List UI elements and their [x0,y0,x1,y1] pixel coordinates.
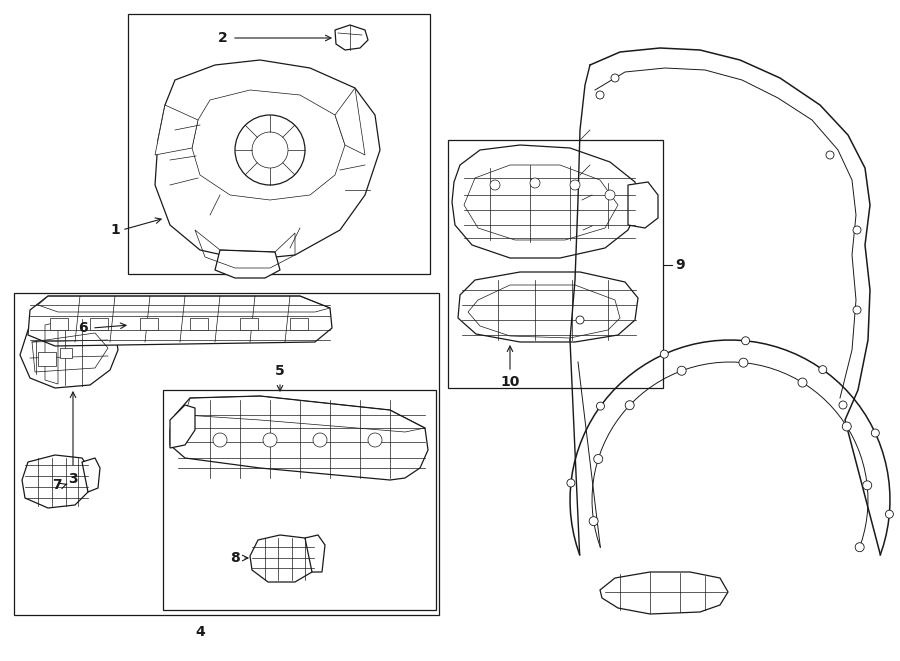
Text: 10: 10 [500,375,519,389]
Circle shape [819,366,827,373]
Polygon shape [335,25,368,50]
Polygon shape [170,405,195,448]
Circle shape [826,151,834,159]
Bar [190,318,208,330]
Polygon shape [628,182,658,228]
Circle shape [853,226,861,234]
Circle shape [677,366,686,375]
Circle shape [235,115,305,185]
Bar [163,390,436,610]
Text: 3: 3 [68,472,77,486]
Text: 8: 8 [230,551,240,565]
Circle shape [855,543,864,552]
Circle shape [661,350,669,358]
Circle shape [567,479,575,487]
Circle shape [742,336,750,345]
Polygon shape [335,88,365,155]
Polygon shape [170,396,428,480]
Text: 1: 1 [110,223,120,237]
Polygon shape [192,90,345,200]
Circle shape [530,178,540,188]
Bar [50,318,68,330]
Circle shape [368,433,382,447]
Polygon shape [155,105,198,155]
Circle shape [839,401,847,409]
Polygon shape [600,572,728,614]
Polygon shape [155,60,380,260]
Circle shape [313,433,327,447]
Circle shape [853,306,861,314]
Bar [90,318,108,330]
Bar [290,318,308,330]
Bar [240,318,258,330]
Circle shape [626,401,634,410]
Text: 6: 6 [78,321,88,335]
Polygon shape [250,535,315,582]
Polygon shape [22,455,90,508]
Bar [140,318,158,330]
Circle shape [263,433,277,447]
Circle shape [570,180,580,190]
Circle shape [594,455,603,463]
Circle shape [590,517,598,525]
Circle shape [871,429,879,437]
Circle shape [596,91,604,99]
Circle shape [576,316,584,324]
Bar [14,293,439,615]
Circle shape [739,358,748,367]
Circle shape [611,74,619,82]
Text: 5: 5 [275,364,285,378]
Circle shape [252,132,288,168]
Polygon shape [82,458,100,492]
Polygon shape [458,272,638,342]
Polygon shape [305,535,325,572]
Bar [38,352,56,366]
Polygon shape [452,145,640,258]
Circle shape [798,378,807,387]
Polygon shape [215,250,280,278]
Polygon shape [28,296,332,346]
Circle shape [886,510,894,518]
Text: 4: 4 [195,625,205,639]
Circle shape [213,433,227,447]
Circle shape [842,422,851,431]
Bar [448,140,663,388]
Bar [128,14,430,274]
Bar [60,348,72,358]
Text: 7: 7 [52,478,62,492]
Circle shape [597,402,605,410]
Circle shape [605,190,615,200]
Polygon shape [20,315,118,388]
Text: 9: 9 [675,258,685,272]
Text: 2: 2 [218,31,228,45]
Circle shape [863,481,872,490]
Circle shape [490,180,500,190]
